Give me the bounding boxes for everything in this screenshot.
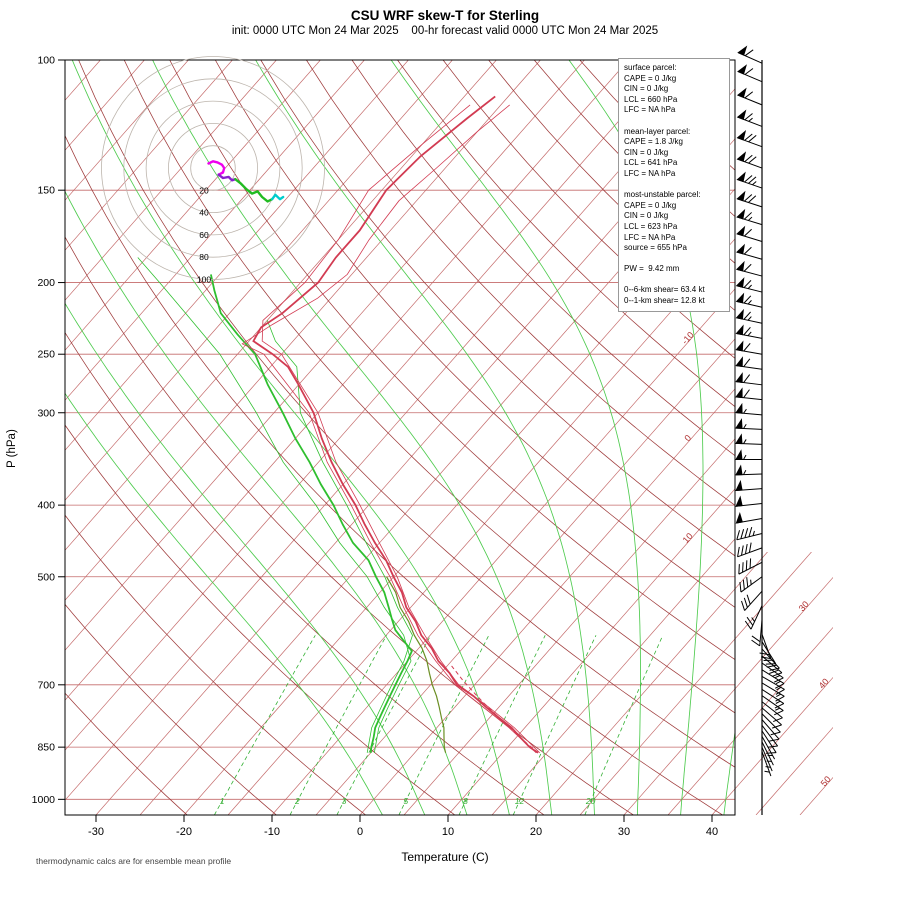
mixing-ratio-label: 3 [342, 796, 347, 806]
wind-barbs [735, 45, 785, 815]
hodograph-ring-label: 100 [197, 275, 211, 285]
isotherm-label: 0 [682, 433, 693, 443]
chart-title: CSU WRF skew-T for Sterling [350, 8, 540, 23]
isotherm-label: 40 [817, 676, 831, 690]
info-line: 0--1-km shear= 12.8 kt [624, 296, 705, 306]
x-axis-label: Temperature (C) [401, 850, 489, 864]
mixing-ratio-label: 12 [515, 796, 525, 806]
temp-tick-label: -30 [88, 826, 104, 838]
isotherm-lines [65, 60, 735, 815]
temp-tick-label: 40 [706, 826, 718, 838]
mixing-ratio-label: 8 [463, 796, 468, 806]
mixing-ratio-label: 2 [294, 796, 300, 806]
y-axis-label: P (hPa) [6, 429, 18, 468]
temp-tick-label: 0 [357, 826, 363, 838]
parcel-path [451, 665, 539, 754]
pressure-tick-label: 250 [37, 349, 55, 361]
info-line: mean-layer parcel: [624, 126, 691, 136]
temperature-member [261, 104, 540, 754]
isotherm-label: 30 [797, 599, 811, 613]
info-line: LFC = NA hPa [624, 168, 676, 178]
pressure-tick-label: 400 [37, 500, 55, 512]
info-line [624, 254, 724, 265]
skewt-background: 1 2 3 5 8 12 20 [65, 60, 735, 815]
info-line: surface parcel: [624, 63, 677, 72]
info-line: PW = 9.42 mm [624, 264, 680, 274]
info-line: LCL = 660 hPa [624, 94, 678, 104]
info-line [624, 275, 724, 286]
info-line: LCL = 641 hPa [624, 158, 678, 168]
pressure-tick-label: 100 [37, 55, 55, 67]
info-line: LFC = NA hPa [624, 232, 676, 242]
temp-tick-label: -10 [264, 826, 280, 838]
pressure-tick-label: 500 [37, 571, 55, 583]
hodograph-segment-layer-3-6km [234, 178, 274, 203]
isotherm-label: 10 [681, 531, 695, 545]
pressure-tick-label: 850 [37, 742, 55, 754]
info-line: LCL = 623 hPa [624, 221, 678, 231]
hodograph-ring-label: 60 [199, 230, 209, 240]
dewpoint-member [137, 257, 412, 753]
temperature-member [241, 104, 537, 754]
pressure-tick-label: 700 [37, 679, 55, 691]
pressure-tick-label: 300 [37, 407, 55, 419]
hodograph-trace [207, 160, 285, 203]
wetbulb-profile [386, 576, 447, 753]
parcel-info-box: surface parcel: CAPE = 0 J/kg CIN = 0 J/kg… [618, 58, 730, 312]
dewpoint-profile [210, 274, 413, 753]
hodograph-segment-layer-0-1km [207, 160, 226, 176]
temp-tick-label: 20 [530, 826, 542, 838]
info-line: LFC = NA hPa [624, 105, 676, 115]
pressure-tick-label: 1000 [32, 794, 56, 806]
dry-adiabats [65, 60, 735, 815]
info-line: 0--6-km shear= 63.4 kt [624, 285, 705, 295]
footer-note: thermodynamic calcs are for ensemble mea… [36, 856, 232, 866]
chart-subtitle: init: 0000 UTC Mon 24 Mar 2025 00-hr for… [231, 25, 659, 37]
info-line: CAPE = 0 J/kg [624, 73, 677, 83]
info-line: most-unstable parcel: [624, 190, 701, 200]
info-line [624, 116, 724, 127]
mixing-ratio-label: 1 [220, 796, 225, 806]
hodograph-ring-label: 20 [199, 185, 209, 195]
profile-traces [137, 95, 540, 754]
pressure-tick-label: 150 [37, 185, 55, 197]
hodograph-rings: 20 40 60 80 100 [101, 56, 325, 285]
hodograph-segment-layer-1-3km [217, 173, 237, 182]
hodograph: 20 40 60 80 100 [101, 56, 325, 285]
info-line [624, 180, 724, 191]
pressure-tick-label: 200 [37, 277, 55, 289]
info-line: CIN = 0 J/kg [624, 84, 669, 94]
info-line: CAPE = 1.8 J/kg [624, 137, 683, 147]
temp-tick-label: 10 [442, 826, 454, 838]
temp-tick-label: 30 [618, 826, 630, 838]
isotherm-label: 50 [819, 774, 833, 788]
info-line: source = 655 hPa [624, 243, 687, 253]
mixing-ratio-label: 20 [585, 796, 596, 806]
info-line: CIN = 0 J/kg [624, 211, 669, 221]
hodograph-segment-layer-6-10km [270, 193, 285, 201]
isotherm-extensions [735, 552, 833, 815]
hodograph-ring-label: 80 [199, 252, 209, 262]
temp-tick-label: -20 [176, 826, 192, 838]
info-line: CIN = 0 J/kg [624, 147, 669, 157]
info-line: CAPE = 0 J/kg [624, 200, 677, 210]
temperature-profile [252, 95, 539, 754]
mixing-ratio-label: 5 [403, 796, 408, 806]
hodograph-ring-label: 40 [199, 208, 209, 218]
